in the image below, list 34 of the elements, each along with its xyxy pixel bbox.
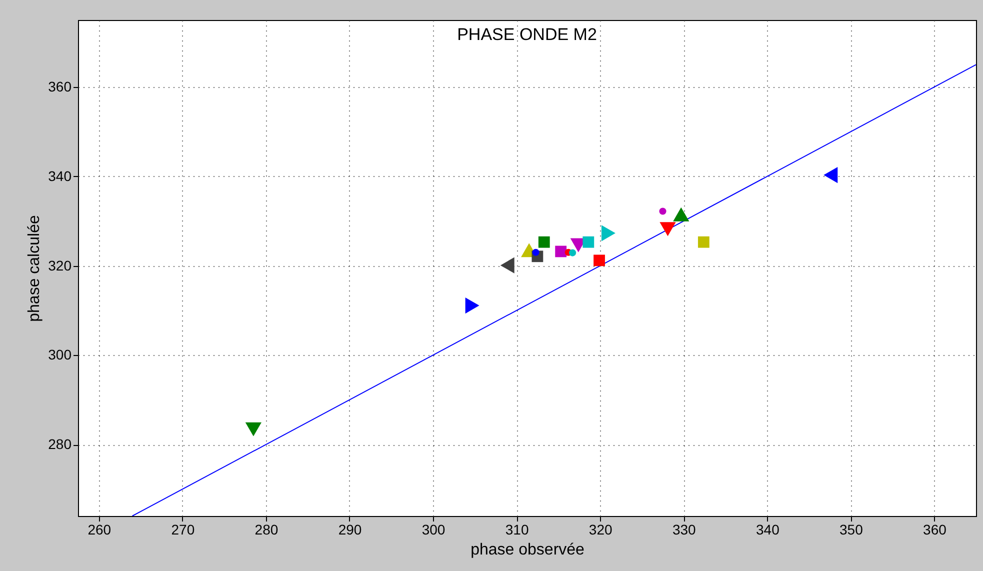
point bbox=[538, 236, 550, 248]
y-tick-label: 360 bbox=[48, 78, 72, 95]
point bbox=[532, 248, 540, 256]
point bbox=[582, 236, 594, 248]
x-tick-label: 280 bbox=[254, 522, 278, 538]
point bbox=[500, 257, 514, 274]
x-axis-title: phase observée bbox=[470, 542, 585, 558]
point bbox=[465, 297, 480, 314]
point bbox=[673, 207, 690, 222]
y-tick-label: 300 bbox=[48, 346, 72, 363]
x-tick-label: 300 bbox=[422, 522, 446, 538]
point bbox=[698, 236, 710, 248]
point bbox=[601, 225, 616, 242]
y-tick-label: 340 bbox=[48, 168, 72, 184]
x-tick-label: 270 bbox=[171, 522, 195, 538]
x-tick-label: 330 bbox=[672, 522, 696, 538]
x-tick-label: 290 bbox=[338, 522, 362, 538]
x-tick-label: 260 bbox=[88, 522, 112, 538]
point bbox=[568, 249, 576, 256]
x-tick-label: 320 bbox=[588, 522, 612, 538]
point bbox=[245, 422, 262, 436]
point bbox=[660, 222, 676, 236]
chart-title: PHASE ONDE M2 bbox=[457, 25, 597, 44]
x-tick-label: 350 bbox=[840, 522, 864, 538]
point bbox=[824, 166, 838, 184]
x-tick-label: 360 bbox=[923, 522, 947, 538]
x-tick-label: 340 bbox=[756, 522, 780, 538]
point bbox=[594, 254, 605, 266]
y-tick-label: 280 bbox=[48, 436, 72, 452]
point bbox=[659, 208, 666, 215]
y-axis-title: phase calculée bbox=[26, 215, 44, 322]
point bbox=[555, 246, 567, 258]
x-tick-label: 310 bbox=[505, 522, 529, 538]
y-tick-label: 320 bbox=[48, 257, 72, 274]
